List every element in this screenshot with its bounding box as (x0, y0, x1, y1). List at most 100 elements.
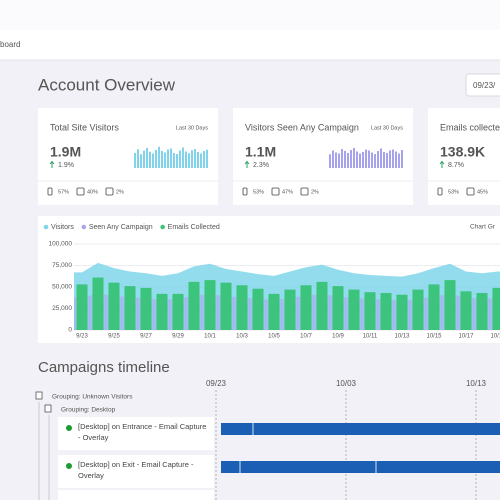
sparkline-bar (149, 151, 151, 168)
device-icon (437, 187, 443, 196)
legend-label[interactable]: Seen Any Campaign (89, 224, 153, 231)
sparkline-bar (365, 149, 367, 168)
sparkline-bar (353, 148, 355, 168)
legend-label[interactable]: Visitors (51, 224, 74, 231)
sparkline-bar (374, 154, 376, 168)
x-tick-label: 10/11 (363, 334, 378, 340)
gantt-bar[interactable] (221, 461, 500, 473)
sparkline-bar (200, 153, 202, 168)
chart-control[interactable]: Chart Gr (470, 224, 496, 231)
card-change: 1.9% (58, 162, 74, 169)
card-period: Last 30 Days (176, 125, 208, 131)
bar (428, 284, 440, 330)
bar (492, 287, 500, 330)
sparkline-bar (344, 151, 346, 168)
bar (76, 284, 88, 330)
bar (348, 289, 360, 330)
device-share: 2% (116, 189, 124, 195)
bar (92, 277, 104, 330)
group-label[interactable]: Grouping: Desktop (61, 407, 116, 414)
sparkline-bar (158, 146, 160, 168)
bar (220, 282, 232, 330)
sparkline-bar (362, 152, 364, 168)
sparkline-bar (185, 151, 187, 168)
device-icon (271, 187, 280, 196)
row-label-box: [Desktop] on Entrance - Email Capture - … (78, 422, 207, 442)
sparkline-bar (398, 153, 400, 168)
device-icon (76, 187, 85, 196)
sparkline-bar (167, 149, 169, 168)
y-tick-label: 0 (68, 327, 72, 334)
group-label[interactable]: Grouping: Unknown Visitors (52, 394, 133, 401)
x-tick-label: 10/5 (268, 334, 280, 340)
y-tick-label: 100,000 (49, 241, 73, 248)
sparkline-bar (386, 153, 388, 168)
sparkline-bar (206, 149, 208, 168)
traffic-chart: Chart Gr Visitors Seen Any Campaign Emails … (43, 224, 500, 340)
card-title: Visitors Seen Any Campaign (245, 122, 359, 132)
bar (300, 285, 312, 330)
sparkline-bar (389, 150, 391, 168)
bar (476, 293, 488, 330)
bar (268, 293, 280, 330)
sparkline-bar (152, 153, 154, 168)
y-tick-label: 25,000 (52, 305, 72, 312)
sparkline-bar (197, 152, 199, 168)
group-icon (35, 391, 43, 400)
card-title: Total Site Visitors (50, 122, 119, 132)
legend-swatch (160, 224, 165, 230)
sparkline-bar (377, 151, 379, 168)
gantt-bar[interactable] (221, 423, 500, 435)
timeline-date: 10/13 (466, 379, 487, 388)
device-share: 53% (448, 189, 459, 195)
x-tick-label: 9/25 (108, 334, 120, 340)
bar (172, 293, 184, 330)
breadcrumb-bar (0, 30, 500, 60)
up-arrow (439, 160, 445, 168)
date-value[interactable]: 09/23/ (473, 81, 496, 90)
card-period: Last 30 Days (371, 125, 403, 131)
sparkline-bar (335, 152, 337, 168)
row-label[interactable]: [Desktop] on Exit - Email Capture - Over… (78, 460, 194, 480)
sparkline-bar (155, 150, 157, 168)
timeline-row (58, 490, 214, 500)
card-title: Emails collecte (440, 122, 500, 132)
device-share: 53% (253, 189, 264, 195)
legend-label[interactable]: Emails Collected (168, 224, 220, 231)
x-tick-label: 9/27 (140, 334, 152, 340)
sparkline-bar (143, 150, 145, 168)
timeline-date: 09/23 (206, 379, 227, 388)
y-tick-label: 75,000 (52, 262, 72, 269)
x-tick-label: 9/23 (76, 334, 88, 340)
card-value: 1.9M (50, 144, 81, 160)
sparkline-bar (161, 151, 163, 168)
sparkline-bar (347, 153, 349, 168)
sparkline-bar (134, 153, 136, 168)
sparkline-bar (395, 151, 397, 168)
device-icon (105, 187, 114, 196)
sparkline-bar (383, 152, 385, 168)
sparkline-bar (182, 147, 184, 168)
card-change: 2.3% (253, 162, 269, 169)
breadcrumb[interactable]: board (0, 40, 20, 49)
sparkline-bar (380, 148, 382, 168)
sparkline-bar (341, 149, 343, 168)
y-tick-label: 50,000 (52, 284, 72, 291)
device-share: 40% (87, 189, 98, 195)
cards: Total Site Visitors Last 30 Days 1.9M 1.9% 5… (38, 108, 500, 205)
row-label[interactable]: [Desktop] on Entrance - Email Capture - … (78, 422, 207, 442)
timeline-date: 10/03 (336, 379, 357, 388)
timeline-row (58, 417, 214, 450)
sparkline-bar (137, 149, 139, 168)
bar (140, 287, 152, 330)
device-share: 2% (311, 189, 319, 195)
date-input[interactable] (465, 73, 500, 97)
bar (284, 289, 296, 330)
x-tick-label: 10/7 (300, 334, 312, 340)
sparkline-bar (329, 154, 331, 168)
device-share: 57% (58, 189, 69, 195)
sparkline-bar (350, 150, 352, 168)
status-dot (66, 425, 72, 431)
device-share: 47% (282, 189, 293, 195)
